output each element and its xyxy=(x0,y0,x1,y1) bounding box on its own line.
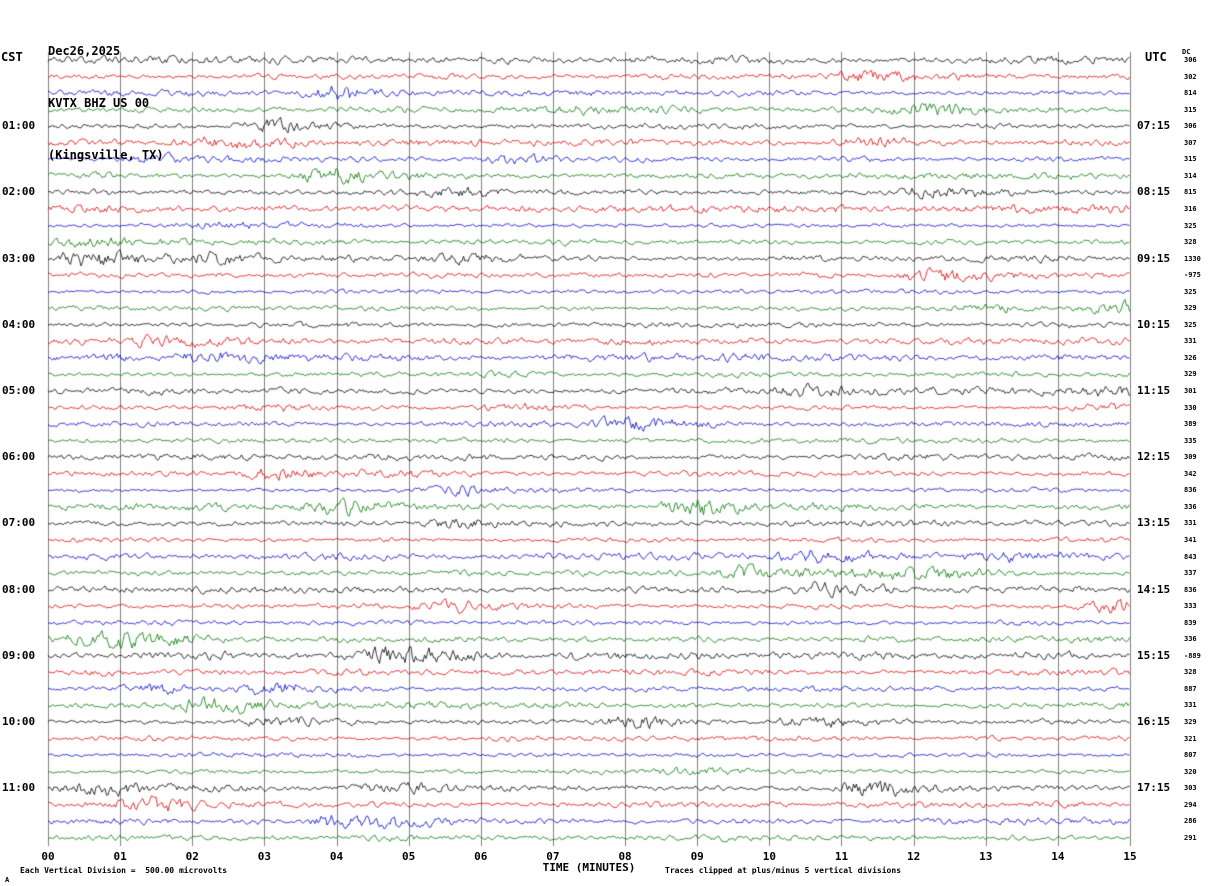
x-tick-label: 13 xyxy=(979,850,993,863)
dc-offset-value: 315 xyxy=(1184,155,1197,164)
local-time-label: 07:00 xyxy=(2,516,36,530)
dc-offset-value: 331 xyxy=(1184,519,1197,528)
scale-note: Each Vertical Division = 500.00 microvol… xyxy=(20,866,228,875)
dc-offset-value: 1330 xyxy=(1184,254,1201,263)
utc-time-label: 10:15 xyxy=(1137,317,1171,331)
dc-offset-value: 328 xyxy=(1184,238,1197,247)
header: Dec26,2025 KVTX BHZ US 00 (Kingsville, T… xyxy=(48,6,164,181)
dc-offset-value: 836 xyxy=(1184,585,1197,594)
corner-mark: A xyxy=(5,876,10,884)
local-time-label: 04:00 xyxy=(2,317,36,331)
x-tick-label: 09 xyxy=(690,850,704,863)
dc-offset-value: 342 xyxy=(1184,469,1197,478)
dc-offset-value: 331 xyxy=(1184,337,1197,346)
dc-offset-value: 836 xyxy=(1184,486,1197,495)
utc-time-label: 14:15 xyxy=(1137,582,1171,596)
dc-offset-value: 341 xyxy=(1184,535,1197,544)
dc-offset-value: -889 xyxy=(1184,651,1201,660)
dc-offset-value: 887 xyxy=(1184,684,1197,693)
dc-offset-value: 291 xyxy=(1184,833,1197,842)
dc-offset-value: 329 xyxy=(1184,304,1197,313)
local-time-label: 05:00 xyxy=(2,384,36,397)
dc-offset-value: 301 xyxy=(1184,387,1197,395)
dc-offset-value: 389 xyxy=(1184,420,1197,429)
x-tick-label: 11 xyxy=(834,850,849,863)
x-tick-label: 04 xyxy=(329,850,344,863)
local-time-label: 09:00 xyxy=(2,648,36,662)
local-time-label: 08:00 xyxy=(2,582,36,596)
clip-note: Traces clipped at plus/minus 5 vertical … xyxy=(665,866,902,875)
x-tick-label: 14 xyxy=(1051,850,1065,863)
utc-time-label: 12:15 xyxy=(1137,450,1171,464)
x-tick-label: 06 xyxy=(474,850,488,863)
x-tick-label: 08 xyxy=(618,850,632,863)
dc-offset-value: 306 xyxy=(1184,56,1197,64)
dc-offset-value: 333 xyxy=(1184,602,1197,611)
dc-offset-value: 337 xyxy=(1184,569,1197,578)
x-tick-label: 12 xyxy=(906,850,921,863)
x-tick-label: 05 xyxy=(402,850,416,863)
dc-offset-value: 315 xyxy=(1184,105,1197,114)
x-tick-label: 10 xyxy=(762,850,776,863)
dc-offset-value: 306 xyxy=(1184,122,1197,131)
dc-offset-value: 302 xyxy=(1184,72,1197,81)
local-time-label: 06:00 xyxy=(2,450,36,464)
dc-offset-value: 843 xyxy=(1184,552,1197,561)
utc-time-label: 11:15 xyxy=(1137,384,1171,397)
x-tick-label: 02 xyxy=(185,850,199,863)
local-time-label: 02:00 xyxy=(2,185,36,199)
x-tick-label: 01 xyxy=(113,850,127,863)
dc-offset-value: 314 xyxy=(1184,171,1197,180)
local-time-label: 11:00 xyxy=(2,781,36,795)
header-location: (Kingsville, TX) xyxy=(48,148,164,162)
header-station: KVTX BHZ US 00 xyxy=(48,96,150,110)
utc-time-label: 07:15 xyxy=(1137,119,1171,133)
dc-offset-value: 335 xyxy=(1184,436,1197,445)
dc-offset-value: 839 xyxy=(1184,618,1197,627)
dc-offset-value: 815 xyxy=(1184,188,1197,197)
dc-offset-value: 326 xyxy=(1184,353,1197,362)
utc-time-label: 13:15 xyxy=(1137,516,1171,530)
dc-offset-value: 328 xyxy=(1184,668,1197,677)
local-time-label: 03:00 xyxy=(2,251,36,265)
x-tick-label: 00 xyxy=(41,850,55,863)
utc-time-label: 09:15 xyxy=(1137,251,1171,265)
x-tick-label: 03 xyxy=(257,850,272,863)
dc-offset-value: 329 xyxy=(1184,370,1197,379)
dc-offset-value: 814 xyxy=(1184,89,1197,98)
dc-offset-value: 336 xyxy=(1184,635,1197,644)
right-timezone-label: UTC xyxy=(1145,50,1167,64)
dc-offset-value: 309 xyxy=(1184,453,1197,462)
utc-time-label: 08:15 xyxy=(1137,185,1171,199)
header-date: Dec26,2025 xyxy=(48,44,121,58)
dc-offset-value: 316 xyxy=(1184,204,1197,213)
utc-time-label: 16:15 xyxy=(1137,715,1171,728)
local-time-label: 01:00 xyxy=(2,119,36,133)
dc-offset-value: 294 xyxy=(1184,800,1197,809)
dc-offset-value: 325 xyxy=(1184,221,1197,230)
dc-offset-value: 325 xyxy=(1184,320,1197,329)
left-timezone-label: CST xyxy=(1,50,23,64)
dc-offset-value: 307 xyxy=(1184,138,1197,147)
x-tick-label: 07 xyxy=(546,850,560,863)
dc-offset-value: 286 xyxy=(1184,817,1197,826)
dc-offset-value: 320 xyxy=(1184,767,1197,776)
dc-offset-value: 303 xyxy=(1184,784,1197,793)
utc-time-label: 17:15 xyxy=(1137,781,1171,795)
x-tick-label: 15 xyxy=(1123,850,1137,863)
dc-offset-value: 331 xyxy=(1184,701,1197,710)
dc-offset-value: 330 xyxy=(1184,403,1197,412)
dc-column-header: DC xyxy=(1182,48,1191,56)
x-axis-title: TIME (MINUTES) xyxy=(542,861,636,874)
dc-offset-value: 807 xyxy=(1184,751,1197,760)
local-time-label: 10:00 xyxy=(2,715,36,728)
dc-offset-value: -975 xyxy=(1184,271,1201,280)
dc-offset-value: 325 xyxy=(1184,287,1197,296)
dc-offset-value: 321 xyxy=(1184,734,1197,743)
dc-offset-value: 329 xyxy=(1184,718,1197,726)
dc-offset-value: 336 xyxy=(1184,502,1197,511)
utc-time-label: 15:15 xyxy=(1137,648,1171,662)
